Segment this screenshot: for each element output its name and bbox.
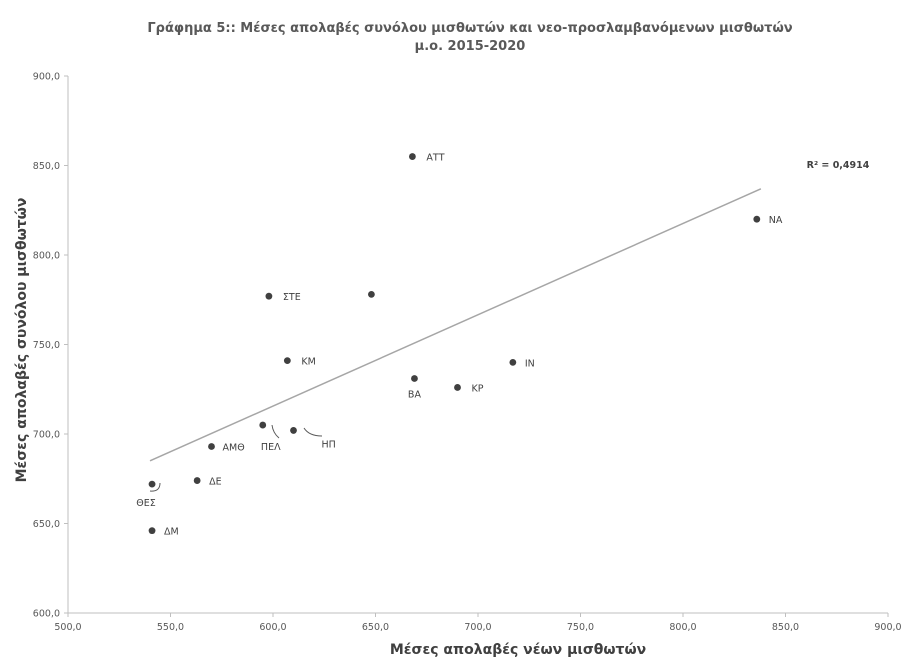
point-label: ΣΤΕ: [283, 292, 301, 303]
point-label: ΚΜ: [301, 357, 315, 368]
data-point: [454, 384, 461, 391]
x-tick-label: 550,0: [157, 622, 184, 633]
leader-line-pel: [271, 424, 280, 439]
data-point: [283, 357, 291, 365]
point-label: ΠΕΛ: [261, 442, 281, 453]
point-label: ΔΕ: [209, 477, 222, 488]
point-label: ΒΑ: [408, 390, 422, 401]
data-point: [259, 421, 267, 429]
x-tick-label: 900,0: [874, 622, 901, 633]
data-point: [411, 375, 418, 382]
x-tick-label: 700,0: [464, 622, 491, 633]
trendline: [149, 188, 762, 462]
x-tick-label: 600,0: [259, 622, 286, 633]
point-label: ΝΑ: [769, 215, 783, 226]
y-tick-label: 650,0: [33, 519, 60, 530]
data-point: [148, 480, 156, 488]
data-points: ΑΤΤ ΝΑ ΣΤΕ ΚΜ ΙΝ ΒΑ ΚΡ ΠΕΛ ΗΠ ΑΜΘ ΔΕ ΘΕΣ ΔΜ: [136, 153, 783, 538]
data-point: [409, 153, 416, 160]
point-label: ΘΕΣ: [136, 498, 155, 509]
data-point: [368, 290, 375, 298]
leader-line-ip: [303, 427, 323, 437]
y-axis-title: Μέσες απολαβές συνόλου μισθωτών: [14, 198, 30, 483]
point-label: ΔΜ: [164, 527, 179, 538]
data-point: [208, 443, 215, 450]
trendline-group: [149, 188, 762, 462]
x-tick-label: 800,0: [669, 622, 696, 633]
y-tick-label: 900,0: [33, 72, 60, 83]
data-point: [509, 359, 517, 366]
r-squared-label: R² = 0,4914: [807, 160, 870, 171]
leader-line-thes: [149, 482, 161, 492]
point-label: ΗΠ: [322, 439, 336, 450]
chart-title-line-2: μ.ο. 2015-2020: [415, 39, 526, 54]
leader-lines: [149, 424, 323, 492]
x-tick-label: 500,0: [54, 622, 81, 633]
y-tick-label: 700,0: [33, 430, 60, 441]
data-point: [265, 292, 273, 300]
data-point: [148, 527, 156, 535]
point-label: ΑΤΤ: [426, 153, 444, 164]
point-label: ΑΜΘ: [223, 443, 245, 454]
data-point: [290, 427, 297, 434]
chart-title-line-1: Γράφημα 5:: Μέσες απολαβές συνόλου μισθω…: [147, 21, 792, 36]
x-axis-title: Μέσες απολαβές νέων μισθωτών: [390, 642, 646, 658]
data-point: [193, 477, 201, 484]
y-tick-label: 750,0: [33, 340, 60, 351]
y-tick-label: 800,0: [33, 251, 60, 262]
x-tick-label: 750,0: [567, 622, 594, 633]
point-label: ΙΝ: [525, 358, 535, 369]
x-tick-label: 650,0: [362, 622, 389, 633]
data-point: [753, 215, 761, 223]
axes: 500,0 550,0 600,0 650,0 700,0 750,0 800,0 850,0…: [33, 72, 902, 634]
point-label: ΚΡ: [472, 383, 484, 394]
x-tick-label: 850,0: [772, 622, 799, 633]
y-tick-label: 600,0: [33, 609, 60, 620]
y-tick-label: 850,0: [33, 161, 60, 172]
